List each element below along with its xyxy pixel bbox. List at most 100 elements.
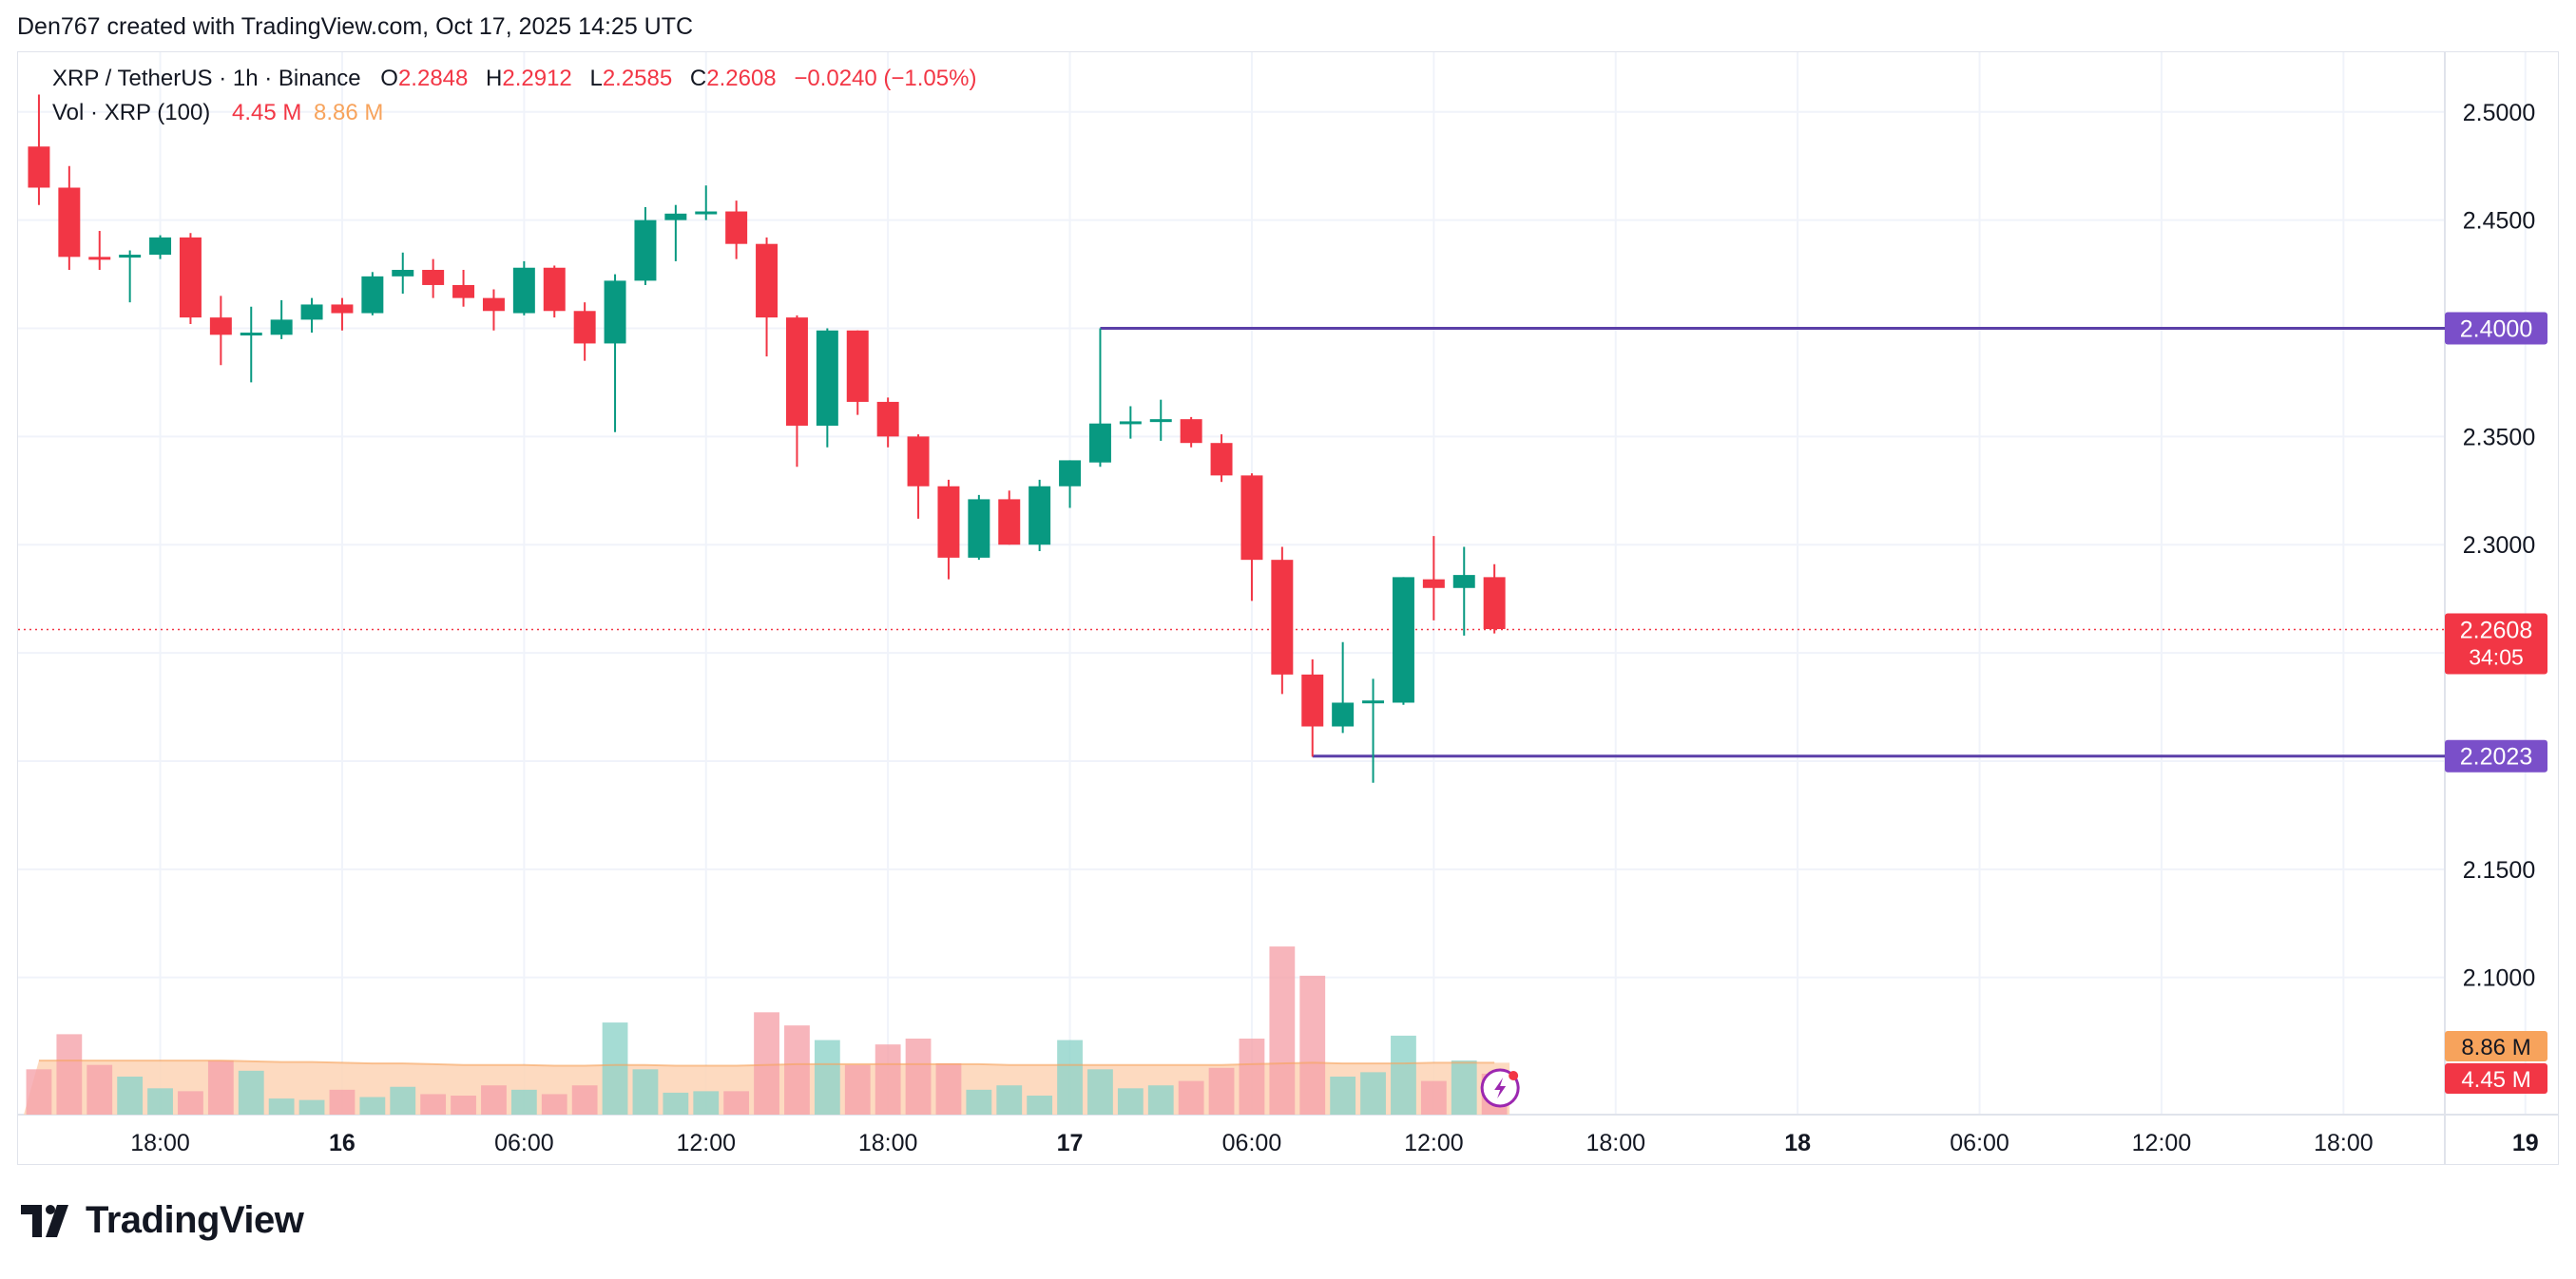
x-tick-label: 18 <box>1784 1130 1811 1156</box>
volume-bar <box>26 1069 52 1115</box>
candle-body <box>300 304 323 320</box>
candle-body <box>392 270 414 277</box>
candle-body <box>1422 579 1445 588</box>
y-tick-label: 2.1000 <box>2463 965 2535 992</box>
y-tick-label: 2.3500 <box>2463 424 2535 450</box>
high-value: 2.2912 <box>502 66 572 91</box>
level-price-badge <box>2445 739 2547 773</box>
lightning-bolt-shape <box>1494 1078 1507 1098</box>
x-tick-label: 17 <box>1057 1130 1084 1156</box>
volume-bar <box>298 1099 325 1115</box>
tradingview-mark-icon <box>21 1204 78 1238</box>
close-label: C <box>689 66 707 91</box>
candle-body <box>1240 475 1263 561</box>
volume-bar <box>905 1039 932 1115</box>
candle-body <box>452 284 475 298</box>
volume-bar <box>117 1077 144 1115</box>
candle-body <box>725 211 748 244</box>
volume-bar <box>602 1022 628 1115</box>
candle-body <box>1119 421 1142 425</box>
volume-bar <box>966 1089 992 1115</box>
volume-bar <box>1269 946 1296 1115</box>
volume-legend[interactable]: Vol · XRP (100) 4.45 M 8.86 M <box>52 100 389 126</box>
candle-body <box>604 280 626 344</box>
volume-ma-badge-label: 8.86 M <box>2461 1035 2530 1060</box>
volume-bar <box>1178 1080 1204 1115</box>
price-chart[interactable]: 2.10002.15002.20002.25002.30002.35002.40… <box>18 52 2558 1164</box>
volume-bar <box>451 1096 476 1115</box>
volume-bar <box>147 1088 173 1115</box>
volume-ma-value: 8.86 M <box>314 100 384 125</box>
candle-body <box>664 213 687 220</box>
x-tick-label: 18:00 <box>858 1130 918 1156</box>
candle-body <box>846 330 869 402</box>
volume-bar <box>814 1040 840 1115</box>
close-value: 2.2608 <box>706 66 777 91</box>
candle-body <box>1088 423 1111 463</box>
candle-body <box>1332 702 1355 727</box>
candle-body <box>512 267 535 314</box>
x-tick-label: 06:00 <box>1950 1130 2009 1156</box>
x-tick-label: 12:00 <box>676 1130 736 1156</box>
volume-bar <box>481 1085 507 1115</box>
candle-body <box>1483 577 1506 630</box>
volume-bar <box>1451 1060 1477 1115</box>
candle-body <box>695 211 718 215</box>
volume-bar <box>359 1097 386 1115</box>
volume-bar <box>207 1060 234 1115</box>
x-tick-label: 18:00 <box>130 1130 190 1156</box>
tradingview-logo[interactable]: TradingView <box>21 1199 304 1242</box>
events-notification-dot <box>1509 1071 1519 1080</box>
low-label: L <box>589 66 603 91</box>
volume-bar <box>663 1092 689 1115</box>
candle-body <box>209 317 232 335</box>
open-label: O <box>380 66 398 91</box>
volume-bar <box>935 1063 962 1115</box>
candle-body <box>149 237 172 256</box>
candle-body <box>1392 577 1414 703</box>
candle-body <box>816 330 838 426</box>
volume-bar <box>420 1094 447 1115</box>
chart-frame[interactable]: 2.10002.15002.20002.25002.30002.35002.40… <box>17 51 2559 1165</box>
volume-value: 4.45 M <box>231 100 302 125</box>
y-tick-label: 2.3000 <box>2463 532 2535 559</box>
candle-body <box>119 255 142 258</box>
volume-bar <box>723 1091 750 1115</box>
candle-body <box>88 257 111 260</box>
volume-badge-label: 4.45 M <box>2461 1067 2530 1093</box>
candle-body <box>634 220 657 281</box>
volume-bar <box>541 1094 567 1115</box>
candle-body <box>937 486 960 558</box>
x-tick-label: 12:00 <box>1404 1130 1464 1156</box>
y-tick-label: 2.5000 <box>2463 100 2535 126</box>
volume-bar <box>390 1086 416 1115</box>
candle-body <box>876 401 899 437</box>
chart-caption: Den767 created with TradingView.com, Oct… <box>17 13 694 40</box>
candle-body <box>240 333 262 336</box>
tradingview-wordmark: TradingView <box>86 1199 304 1241</box>
candle-body <box>422 270 445 285</box>
candle-body <box>179 237 202 318</box>
volume-bar <box>329 1089 356 1115</box>
volume-bar <box>1420 1080 1447 1115</box>
candle-body <box>58 187 81 258</box>
volume-bar <box>1391 1035 1416 1115</box>
x-tick-label: 18:00 <box>1586 1130 1645 1156</box>
volume-bar <box>844 1064 871 1115</box>
y-tick-label: 2.4500 <box>2463 208 2535 235</box>
volume-bar <box>1330 1077 1356 1115</box>
volume-bar <box>1147 1085 1174 1115</box>
volume-bar <box>1299 975 1326 1115</box>
volume-bar <box>1027 1096 1053 1115</box>
candle-body <box>968 499 990 558</box>
low-value: 2.2585 <box>602 66 673 91</box>
candle-body <box>1301 674 1324 727</box>
symbol-legend[interactable]: XRP / TetherUS · 1h · Binance O2.2848 H2… <box>52 66 982 92</box>
open-value: 2.2848 <box>397 66 469 91</box>
last-price-badge <box>2445 613 2547 675</box>
candle-body <box>756 243 779 318</box>
candle-body <box>331 304 354 314</box>
last-price-label: 2.2608 <box>2460 617 2532 643</box>
x-tick-label: 18:00 <box>2314 1130 2374 1156</box>
volume-bar <box>87 1064 113 1115</box>
